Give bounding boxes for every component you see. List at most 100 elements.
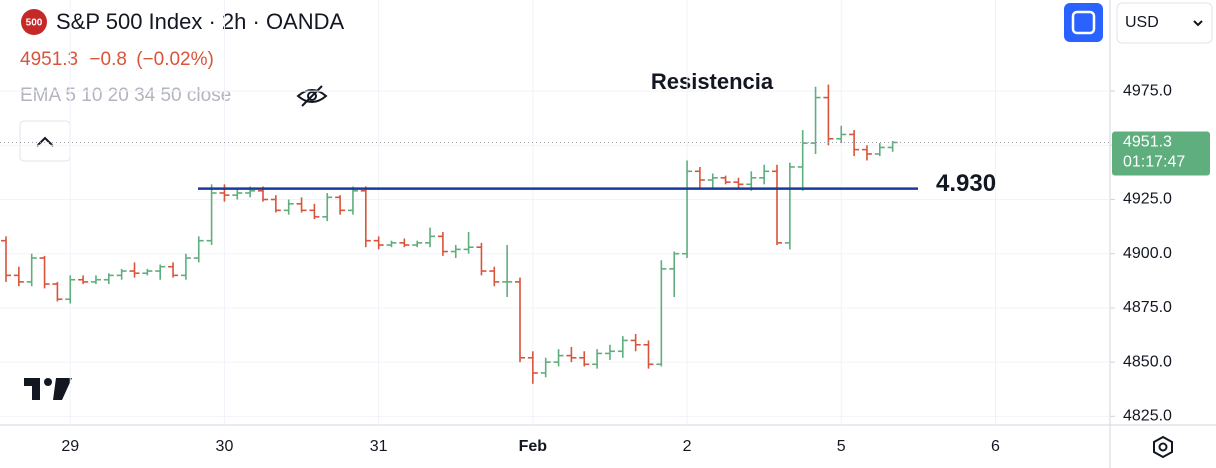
ohlc-bar	[759, 164, 770, 185]
ohlc-bar	[489, 266, 500, 287]
ohlc-bar	[797, 130, 808, 191]
ohlc-bar	[694, 166, 705, 189]
annotation: Resistencia	[651, 69, 774, 94]
ohlc-bar	[296, 197, 307, 213]
ohlc-bar	[604, 344, 615, 360]
ohlc-bar	[39, 255, 50, 289]
ohlc-bar	[515, 277, 525, 363]
ohlc-bar	[155, 264, 166, 280]
ohlc-bar	[142, 268, 153, 276]
ohlc-bar	[502, 245, 513, 298]
x-tick-label: 31	[370, 438, 388, 455]
resistance-label: 4.930	[936, 170, 996, 197]
ohlc-bar	[617, 336, 628, 358]
dropdown-arrow	[1193, 20, 1203, 27]
y-tick-label: 4875.0	[1123, 299, 1172, 316]
x-tick-label: 6	[991, 438, 1000, 455]
ohlc-bar	[643, 340, 654, 369]
ohlc-bar	[386, 240, 397, 248]
ohlc-bar	[733, 177, 744, 189]
ohlc-bar	[861, 145, 872, 161]
ohlc-bar	[720, 175, 731, 185]
ohlc-bar	[476, 242, 487, 276]
ohlc-bar	[592, 349, 603, 369]
ohlc-bar	[232, 188, 243, 200]
price-badge-label: 4951.3	[1123, 134, 1172, 151]
ohlc-bar	[630, 333, 641, 352]
ohlc-bar	[553, 349, 564, 367]
last-price: 4951.3	[20, 49, 78, 70]
indicator-label[interactable]: EMA 5 10 20 34 50 close	[20, 85, 231, 106]
fullscreen-button[interactable]	[1064, 3, 1103, 42]
collapse-button[interactable]	[19, 120, 71, 162]
chart-title[interactable]: S&P 500 Index · 2h · OANDA	[56, 9, 345, 34]
ohlc-bar	[103, 273, 114, 285]
logo-text: 500	[26, 18, 43, 29]
currency-label: USD	[1125, 14, 1159, 31]
settings-icon[interactable]	[1153, 435, 1173, 459]
x-tick-label: Feb	[519, 438, 548, 455]
ohlc-bar	[450, 245, 461, 259]
ohlc-bar	[270, 195, 281, 213]
ohlc-bar	[322, 192, 333, 222]
ohlc-bar	[26, 253, 37, 287]
ohlc-bar	[168, 262, 179, 278]
ohlc-bar	[540, 357, 551, 378]
ohlc-bar	[65, 275, 76, 304]
x-tick-label: 30	[216, 438, 234, 455]
tv-logo	[24, 378, 72, 400]
ohlc-bar	[682, 160, 693, 259]
ohlc-bar	[669, 251, 680, 298]
ohlc-bar	[1, 236, 11, 282]
ohlc-bar	[78, 275, 89, 285]
ohlc-bar	[129, 262, 140, 278]
x-tick-label: 2	[683, 438, 692, 455]
change-percent: (−0.02%)	[136, 49, 214, 70]
ohlc-bar	[180, 253, 191, 280]
ohlc-bar	[13, 266, 24, 287]
ohlc-bar	[823, 84, 834, 146]
x-tick-label: 5	[837, 438, 846, 455]
currency-dropdown[interactable]	[1116, 2, 1213, 44]
ohlc-bar	[527, 351, 538, 384]
ohlc-bar	[836, 125, 847, 144]
ohlc-bar	[772, 164, 782, 246]
ohlc-bar	[219, 184, 230, 202]
symbol-logo	[21, 9, 47, 35]
ohlc-bar	[335, 195, 346, 215]
ohlc-bar	[784, 162, 795, 250]
y-tick-label: 4900.0	[1123, 245, 1172, 262]
fullscreen-icon	[1071, 10, 1096, 35]
ohlc-bar	[566, 346, 577, 363]
ohlc-bar	[90, 275, 101, 285]
x-tick-label: 29	[61, 438, 79, 455]
countdown: 01:17:47	[1123, 154, 1185, 171]
ohlc-bar	[656, 260, 667, 367]
ohlc-bar	[373, 236, 384, 250]
ohlc-bar	[849, 130, 860, 157]
ohlc-bar	[425, 227, 436, 248]
ohlc-bar	[579, 351, 590, 367]
ohlc-bar	[412, 240, 423, 248]
chevron-up	[36, 136, 54, 147]
ohlc-bar	[360, 186, 371, 248]
y-tick-label: 4925.0	[1123, 191, 1172, 208]
ohlc-bar	[52, 281, 63, 302]
ohlc-bar	[399, 238, 410, 248]
y-tick-label: 4850.0	[1123, 353, 1172, 370]
ohlc-bar	[707, 173, 718, 189]
ohlc-bar	[874, 143, 885, 157]
y-tick-label: 4825.0	[1123, 408, 1172, 425]
change: −0.8	[89, 49, 127, 70]
ohlc-bar	[463, 232, 474, 254]
ohlc-bar	[309, 203, 320, 220]
ohlc-bar	[193, 236, 204, 263]
ohlc-bar	[283, 199, 294, 215]
ohlc-bar	[206, 184, 217, 246]
price-change: 4951.3 −0.8 (−0.02%)	[20, 49, 214, 70]
ohlc-bar	[437, 232, 448, 256]
ohlc-bar	[347, 186, 358, 215]
ohlc-bar	[116, 268, 127, 280]
